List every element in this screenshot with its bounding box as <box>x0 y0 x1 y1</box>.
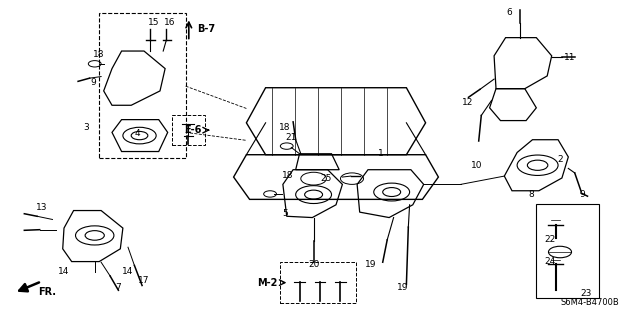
Text: 12: 12 <box>461 98 473 107</box>
Text: 6: 6 <box>506 8 511 17</box>
Text: S6M4-B4700B: S6M4-B4700B <box>561 298 620 307</box>
Text: M-2: M-2 <box>257 278 278 288</box>
Text: 2: 2 <box>557 155 563 164</box>
Text: E-6: E-6 <box>184 124 202 135</box>
Bar <box>99 13 186 158</box>
Text: 1: 1 <box>378 149 383 158</box>
Bar <box>536 204 599 298</box>
Bar <box>280 262 356 303</box>
Text: 19: 19 <box>397 283 409 292</box>
Text: 22: 22 <box>545 235 556 244</box>
Text: 14: 14 <box>122 267 134 276</box>
Text: 9: 9 <box>90 78 95 87</box>
Text: 21: 21 <box>285 133 297 142</box>
Text: 18: 18 <box>93 50 105 59</box>
Text: 25: 25 <box>321 174 332 183</box>
Text: 16: 16 <box>164 18 175 27</box>
Text: 20: 20 <box>308 260 319 269</box>
Text: 10: 10 <box>471 161 483 170</box>
Text: 14: 14 <box>58 267 70 276</box>
Text: 17: 17 <box>138 276 150 285</box>
Text: 15: 15 <box>148 18 159 27</box>
Bar <box>172 115 205 145</box>
Text: 8: 8 <box>529 190 534 199</box>
Text: 3: 3 <box>84 123 89 132</box>
Text: 24: 24 <box>545 257 556 266</box>
Text: 9: 9 <box>580 190 585 199</box>
Text: 7: 7 <box>116 283 121 292</box>
Text: 4: 4 <box>135 130 140 138</box>
Text: FR.: FR. <box>38 287 56 297</box>
Text: 11: 11 <box>564 53 575 62</box>
Text: B-7: B-7 <box>197 24 215 34</box>
Text: 13: 13 <box>36 203 47 212</box>
Text: 19: 19 <box>365 260 377 269</box>
Text: 18: 18 <box>282 171 294 180</box>
Text: 5: 5 <box>282 209 287 218</box>
Text: 23: 23 <box>580 289 591 298</box>
Text: 18: 18 <box>279 123 291 132</box>
